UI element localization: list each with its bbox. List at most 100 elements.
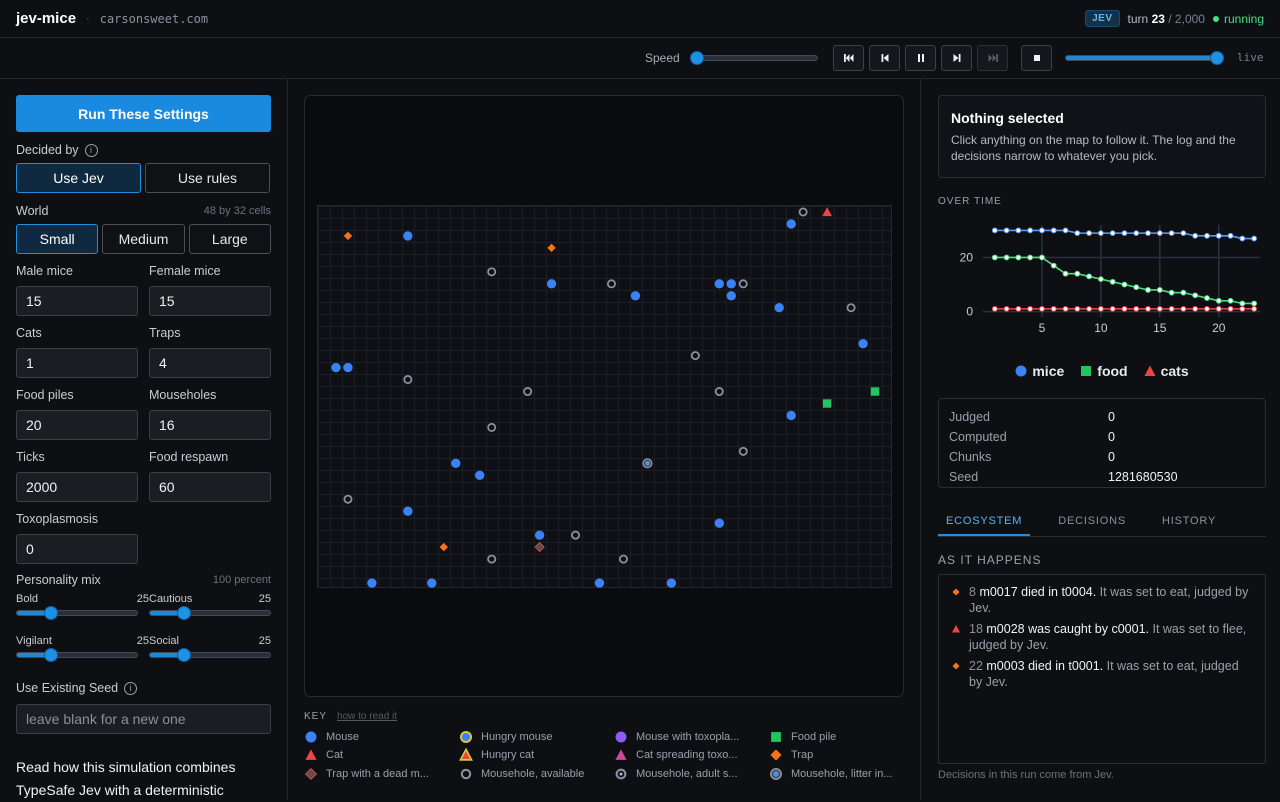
info-icon[interactable]: i	[84, 143, 98, 157]
use-rules-button[interactable]: Use rules	[145, 163, 270, 193]
map-mouse[interactable]	[726, 279, 736, 289]
traps-input[interactable]: 4	[149, 348, 271, 378]
skip-to-start-button[interactable]	[833, 45, 864, 71]
map-hole[interactable]	[343, 494, 353, 504]
map-food-green[interactable]	[870, 387, 880, 396]
map-trap-dead[interactable]	[534, 541, 545, 553]
step-back-button[interactable]	[869, 45, 900, 71]
map-mouse[interactable]	[427, 578, 437, 588]
map-hole[interactable]	[487, 554, 497, 564]
food-piles-input[interactable]: 20	[16, 410, 138, 440]
mice-point	[991, 227, 998, 234]
map-mouse[interactable]	[403, 231, 413, 241]
map-hole[interactable]	[571, 530, 581, 540]
map-mouse[interactable]	[331, 362, 341, 373]
male-mice-input[interactable]: 15	[16, 286, 138, 316]
timeline-slider[interactable]	[1065, 51, 1224, 65]
speed-slider-knob[interactable]	[690, 51, 704, 65]
map-mouse[interactable]	[367, 578, 377, 588]
mouseholes-input[interactable]: 16	[149, 410, 271, 440]
map-hole[interactable]	[798, 207, 808, 217]
key-item-hole: Mousehole, available	[459, 767, 609, 781]
social-slider-knob[interactable]	[177, 648, 191, 662]
bold-slider-knob[interactable]	[44, 606, 58, 620]
timeline-slider-knob[interactable]	[1210, 51, 1224, 65]
world-small-button[interactable]: Small	[16, 224, 99, 254]
map-mouse[interactable]	[403, 506, 413, 516]
food-respawn-input[interactable]: 60	[149, 472, 271, 502]
map-hole[interactable]	[487, 422, 497, 432]
map-mouse[interactable]	[726, 291, 736, 301]
map-mouse[interactable]	[774, 303, 784, 313]
map-mouse[interactable]	[714, 518, 724, 528]
speed-slider[interactable]	[690, 51, 818, 65]
tab-history[interactable]: HISTORY	[1162, 515, 1217, 527]
log-entry[interactable]: 8 m0017 died in t0004. It was set to eat…	[951, 584, 1251, 616]
ticks-input[interactable]: 2000	[16, 472, 138, 502]
map-mouse[interactable]	[534, 530, 545, 540]
map-hole[interactable]	[738, 446, 748, 456]
map-mouse[interactable]	[343, 362, 353, 373]
cats-point	[1062, 305, 1069, 312]
food-point	[991, 254, 998, 261]
map-mouse[interactable]	[666, 578, 677, 588]
map-hole[interactable]	[846, 303, 856, 313]
cautious-slider[interactable]	[149, 606, 271, 620]
map-mouse[interactable]	[594, 578, 605, 588]
map-mouse[interactable]	[546, 279, 557, 289]
map-hole[interactable]	[523, 387, 533, 397]
map-food[interactable]	[439, 542, 448, 552]
world-medium-button[interactable]: Medium	[102, 224, 185, 254]
how-to-read-link[interactable]: how to read it	[337, 711, 398, 722]
map-hole[interactable]	[487, 267, 497, 277]
skip-to-end-button[interactable]	[977, 45, 1008, 71]
key-item-cat: Cat	[304, 748, 454, 762]
map-mouse[interactable]	[630, 291, 641, 301]
read-more-link[interactable]: Read how this simulation combines TypeSa…	[16, 759, 236, 798]
seed-input[interactable]: leave blank for a new one	[16, 704, 271, 734]
bold-slider[interactable]	[16, 606, 138, 620]
map-hole[interactable]	[738, 279, 748, 289]
log-entry[interactable]: 18 m0028 was caught by c0001. It was set…	[951, 621, 1251, 653]
map-mouse[interactable]	[475, 470, 485, 480]
map-mouse[interactable]	[786, 219, 796, 229]
food-event-icon	[952, 662, 960, 670]
use-jev-button[interactable]: Use Jev	[16, 163, 141, 193]
world-map[interactable]	[317, 205, 892, 588]
log-entry[interactable]: 22 m0003 died in t0001. It was set to ea…	[951, 658, 1251, 690]
seed-info-icon[interactable]: i	[124, 681, 138, 695]
map-mouse[interactable]	[858, 338, 868, 349]
pause-button[interactable]	[905, 45, 936, 71]
tab-ecosystem[interactable]: ECOSYSTEM	[938, 511, 1031, 536]
step-forward-button[interactable]	[941, 45, 972, 71]
cautious-slider-knob[interactable]	[177, 606, 191, 620]
map-hole[interactable]	[714, 387, 724, 397]
map-hole[interactable]	[403, 375, 413, 385]
map-hole-litter[interactable]	[642, 458, 653, 469]
vigilant-slider[interactable]	[16, 648, 138, 662]
tab-decisions[interactable]: DECISIONS	[1058, 515, 1126, 527]
log-entry-text: 22 m0003 died in t0001. It was set to ea…	[969, 658, 1251, 690]
map-hole[interactable]	[690, 351, 700, 361]
map-food[interactable]	[547, 243, 556, 253]
world-large-button[interactable]: Large	[188, 224, 271, 254]
toxoplasmosis-input[interactable]: 0	[16, 534, 138, 564]
cats-input[interactable]: 1	[16, 348, 138, 378]
settings-panel: Run These Settings Decided by i Use Jev …	[0, 79, 288, 800]
map-mouse[interactable]	[786, 410, 796, 421]
social-slider[interactable]	[149, 648, 271, 662]
hungry-mouse-icon	[459, 730, 473, 744]
female-mice-input[interactable]: 15	[149, 286, 271, 316]
map-mouse[interactable]	[714, 279, 724, 289]
vigilant-slider-knob[interactable]	[44, 648, 58, 662]
run-settings-button[interactable]: Run These Settings	[16, 95, 271, 132]
cats-point	[1039, 305, 1045, 312]
map-mouse[interactable]	[451, 458, 461, 469]
map-food[interactable]	[343, 231, 353, 241]
stop-button[interactable]	[1021, 45, 1052, 71]
bold-slider-fill	[17, 611, 51, 615]
map-food-green[interactable]	[822, 399, 832, 408]
map-hole[interactable]	[606, 279, 616, 289]
map-hole[interactable]	[618, 554, 628, 564]
map-cat[interactable]	[822, 207, 832, 217]
